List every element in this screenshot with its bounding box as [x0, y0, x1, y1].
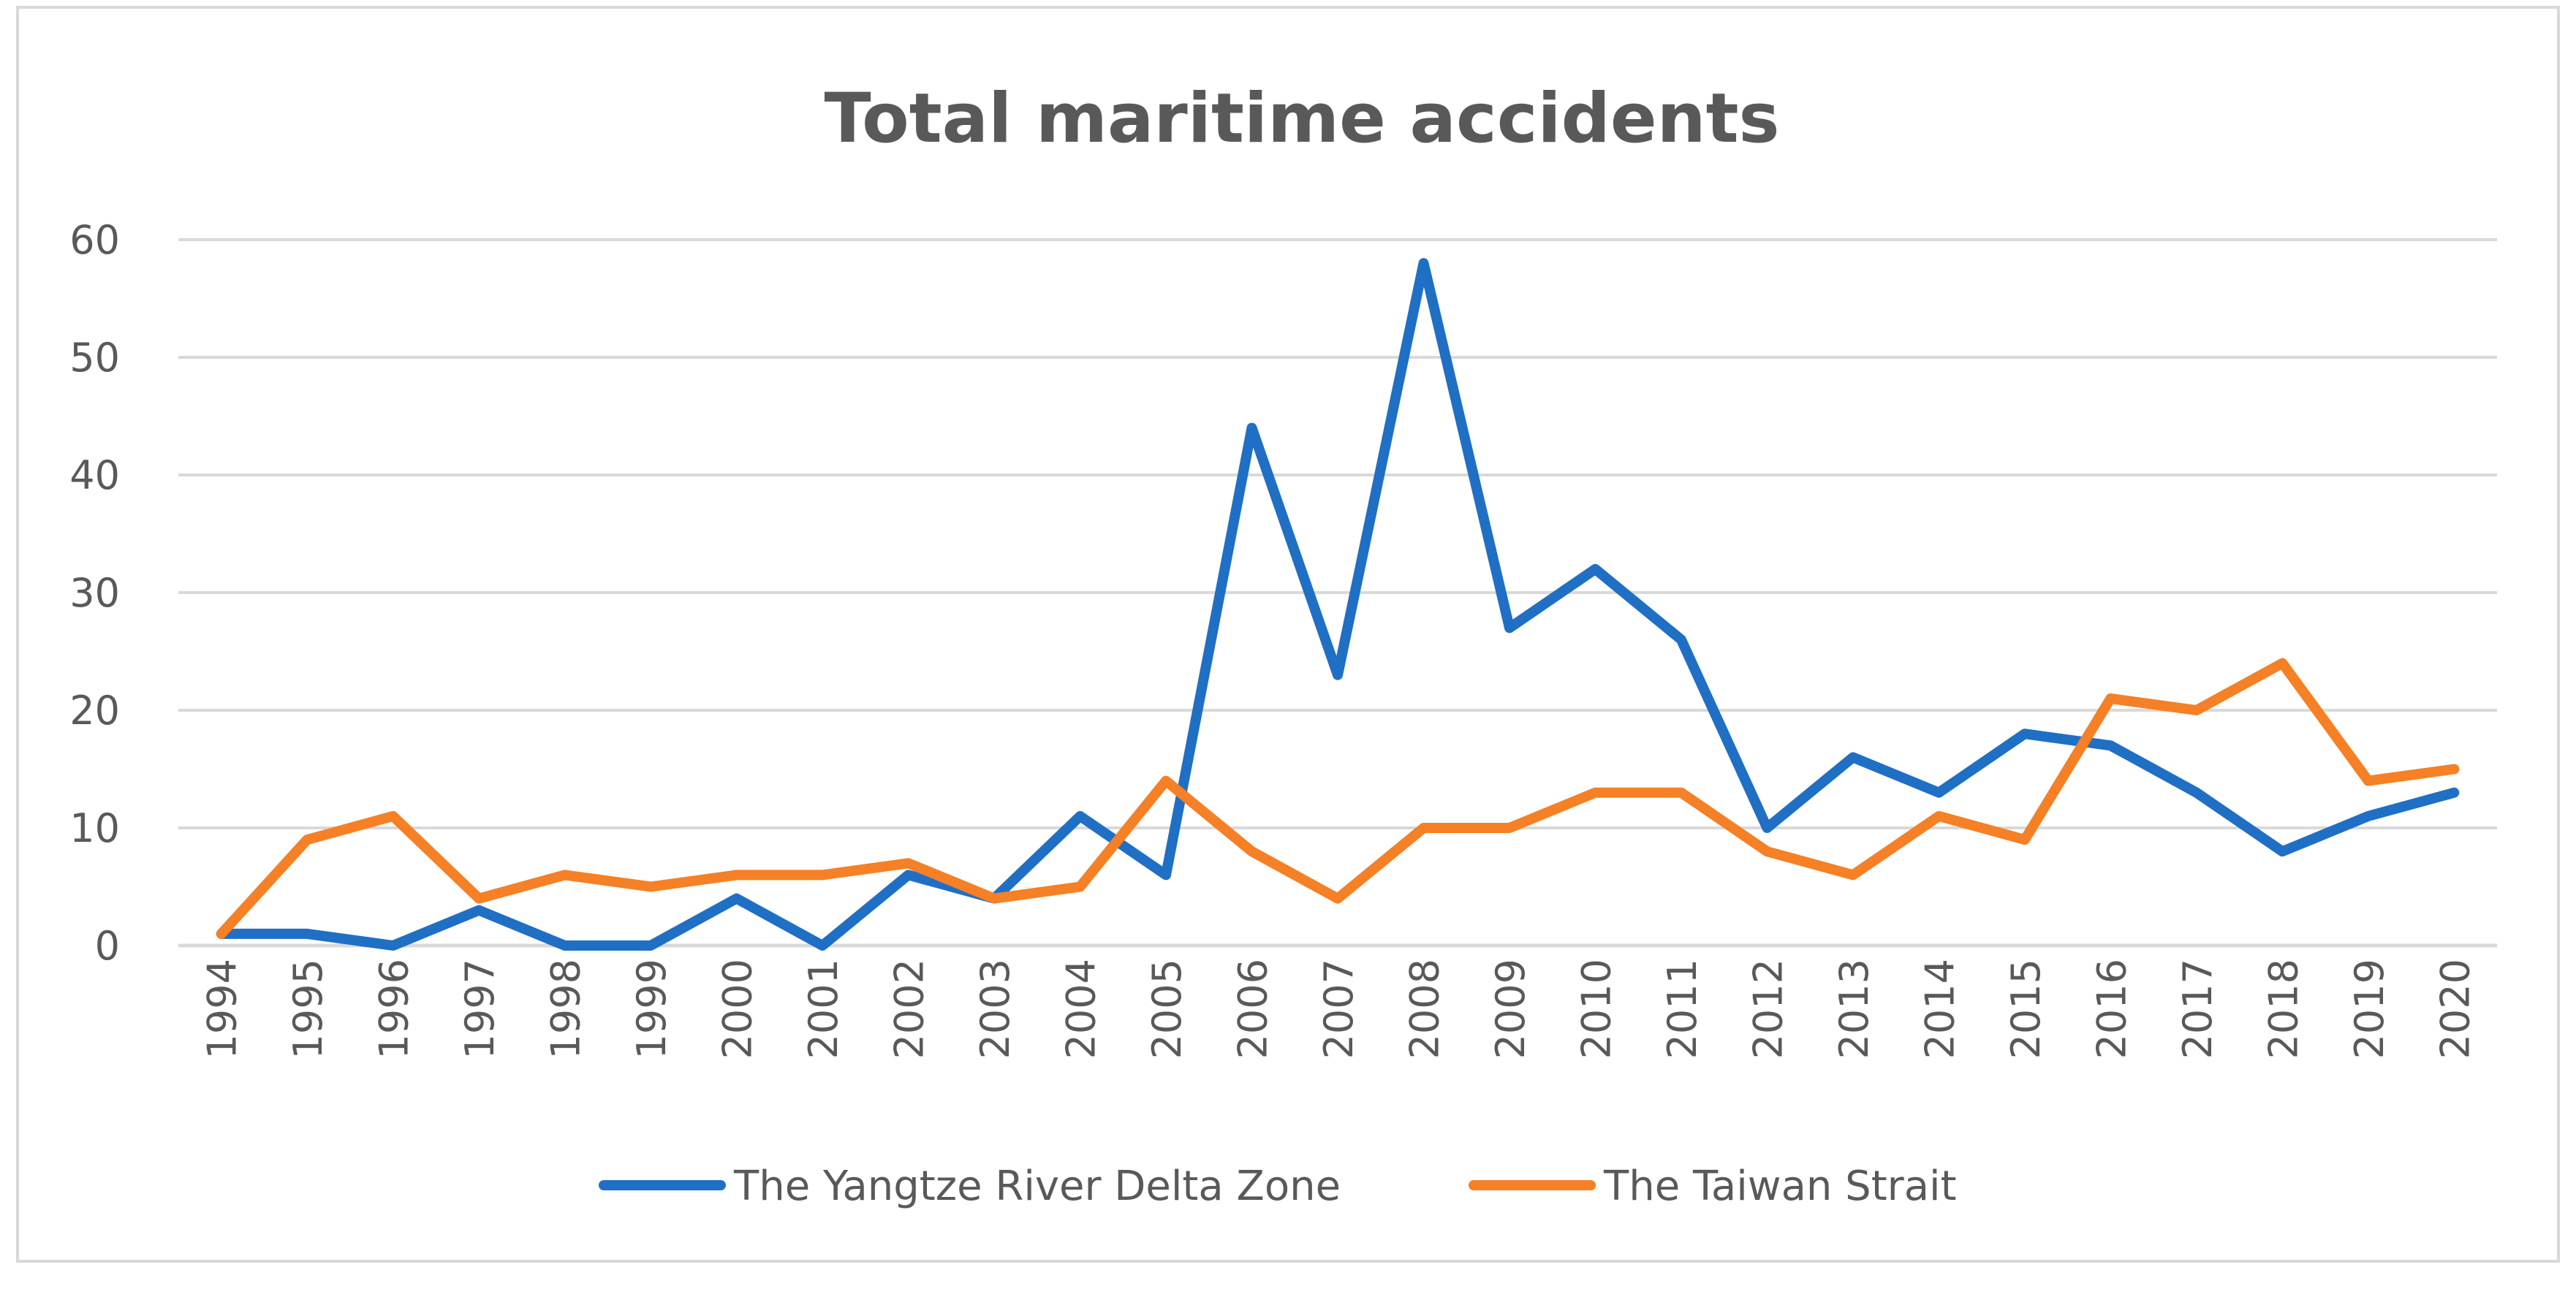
line-chart: Total maritime accidents 0 10 20 30 40 50 60 1… [69, 79, 2497, 1210]
x-tick-label: 2017 [2175, 959, 2221, 1059]
x-tick-label: 2005 [1144, 959, 1190, 1059]
x-tick-label: 2004 [1058, 959, 1105, 1059]
x-tick-label: 2013 [1831, 959, 1877, 1059]
x-axis-ticks: 1994 1995 1996 1997 1998 1999 2000 2001 2002 2003… [200, 959, 2479, 1059]
x-tick-label: 1995 [285, 959, 331, 1059]
x-tick-label: 2006 [1230, 959, 1276, 1059]
chart-title: Total maritime accidents [824, 79, 1779, 159]
x-tick-label: 2019 [2346, 959, 2393, 1059]
y-tick-label: 30 [69, 570, 120, 616]
y-tick-label: 20 [69, 688, 120, 734]
x-tick-label: 1998 [543, 959, 589, 1059]
legend-item-taiwan-strait: The Taiwan Strait [1469, 1163, 1957, 1210]
x-tick-label: 2016 [2088, 959, 2134, 1059]
x-tick-label: 2008 [1401, 959, 1447, 1059]
x-tick-label: 2015 [2003, 959, 2049, 1059]
x-tick-label: 1997 [457, 959, 503, 1059]
x-tick-label: 2012 [1745, 959, 1791, 1059]
y-tick-label: 40 [69, 452, 120, 498]
y-axis-ticks: 0 10 20 30 40 50 60 [69, 217, 120, 969]
y-tick-label: 50 [69, 335, 120, 381]
x-tick-label: 2011 [1659, 959, 1705, 1059]
series-lines [216, 258, 2460, 951]
x-tick-label: 2018 [2260, 959, 2306, 1059]
series-line-yangtze-river-delta [216, 258, 2460, 951]
x-tick-label: 2009 [1488, 959, 1534, 1059]
x-tick-label: 2001 [800, 959, 846, 1059]
x-tick-label: 2002 [887, 959, 933, 1059]
x-tick-label: 2010 [1573, 959, 1619, 1059]
legend-label: The Taiwan Strait [1603, 1163, 1957, 1210]
x-tick-label: 2020 [2432, 959, 2478, 1059]
y-tick-label: 60 [69, 217, 120, 263]
x-tick-label: 2007 [1316, 959, 1362, 1059]
legend-label: The Yangtze River Delta Zone [733, 1163, 1341, 1210]
y-tick-label: 10 [69, 805, 120, 851]
x-tick-label: 2003 [972, 959, 1018, 1059]
x-tick-label: 2014 [1917, 959, 1963, 1059]
x-tick-label: 1996 [371, 959, 417, 1059]
x-tick-label: 1999 [629, 959, 675, 1059]
series-line-taiwan-strait [216, 658, 2460, 939]
x-tick-label: 2000 [715, 959, 761, 1059]
y-tick-label: 0 [95, 923, 120, 969]
gridlines [178, 238, 2497, 948]
legend: The Yangtze River Delta Zone The Taiwan S… [599, 1163, 1957, 1210]
legend-item-yangtze-river-delta: The Yangtze River Delta Zone [599, 1163, 1341, 1210]
x-tick-label: 1994 [200, 959, 246, 1059]
chart-frame: Total maritime accidents 0 10 20 30 40 50 60 1… [16, 6, 2560, 1263]
